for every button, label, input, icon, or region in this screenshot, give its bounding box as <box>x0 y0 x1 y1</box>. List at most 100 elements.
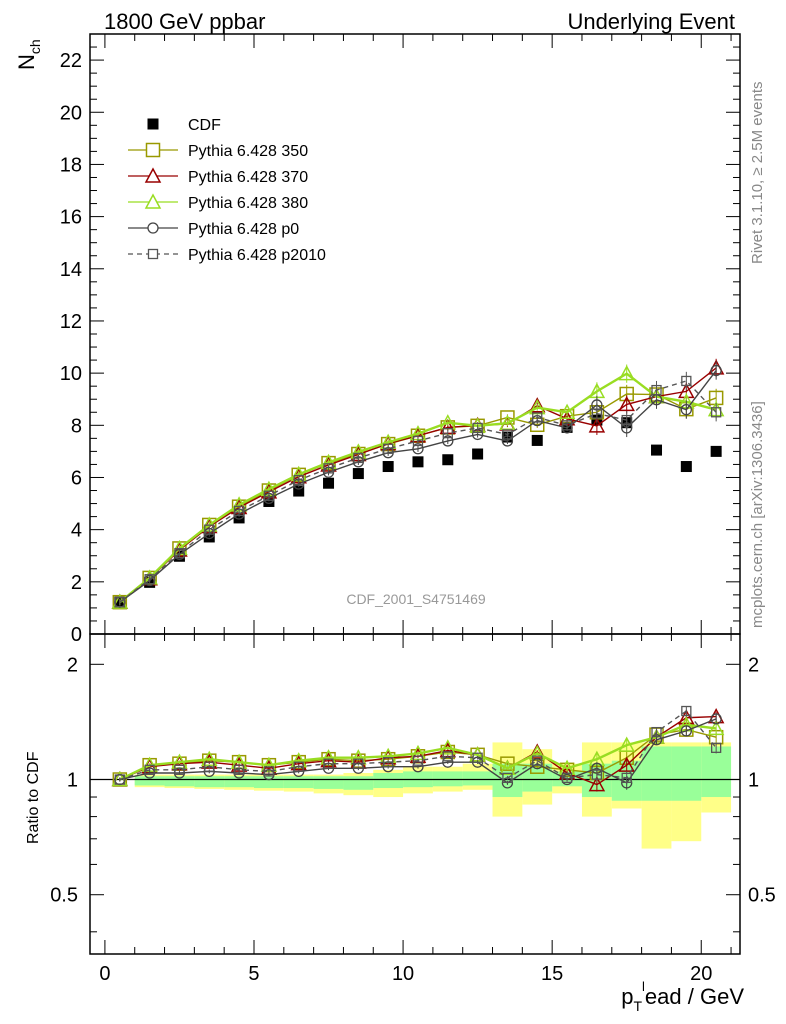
main-point-cdf-14 <box>531 434 543 446</box>
header-right: Underlying Event <box>567 9 735 34</box>
band-inner-1 <box>134 776 165 786</box>
main-point-cdf-18 <box>651 444 663 456</box>
legend-item-pythia-6-428-p0: Pythia 6.428 p0 <box>128 221 299 238</box>
ratio-point-pythia-6-428-p2010-1 <box>144 764 155 775</box>
legend-label-pythia-6-428-350: Pythia 6.428 350 <box>188 143 308 160</box>
main-point-pythia-6-428-p2010-10 <box>412 435 424 447</box>
ratio-series-pythia-6-428-p2010 <box>114 705 722 785</box>
main-point-pythia-6-428-p2010-1 <box>144 574 155 585</box>
main-point-pythia-6-428-380-0 <box>111 593 129 609</box>
ratio-y-tick-label-left-2: 2 <box>67 654 78 676</box>
ratio-y-tick-label-right-2: 2 <box>748 654 759 676</box>
main-point-pythia-6-428-p2010-6 <box>293 474 304 486</box>
x-tick-label-20: 20 <box>690 963 712 985</box>
rivet-label: Rivet 3.1.10, ≥ 2.5M events <box>749 82 766 265</box>
ratio-point-pythia-6-428-380-11 <box>439 739 457 755</box>
legend-marker-pythia-6-428-380 <box>144 193 162 209</box>
ratio-point-pythia-6-428-p2010-16 <box>591 769 603 780</box>
ratio-point-pythia-6-428-p2010-12 <box>472 752 483 763</box>
band-inner-5 <box>253 776 284 789</box>
main-point-pythia-6-428-p2010-5 <box>263 490 275 501</box>
ratio-point-pythia-6-428-p2010-3 <box>204 761 215 772</box>
main-point-pythia-6-428-p2010-4 <box>233 505 245 517</box>
xlabel-main: p <box>621 984 633 1009</box>
legend-marker-pythia-6-428-p2010 <box>147 248 159 260</box>
ratio-point-pythia-6-428-p2010-17 <box>621 772 632 784</box>
ratio-point-pythia-6-428-p2010-5 <box>263 766 275 777</box>
legend-label-pythia-6-428-370: Pythia 6.428 370 <box>188 169 308 186</box>
main-point-pythia-6-428-p2010-3 <box>204 524 215 535</box>
main-point-cdf-20 <box>710 445 722 457</box>
main-y-tick-label-12: 12 <box>60 311 82 333</box>
main-point-pythia-6-428-p0-20 <box>710 364 722 377</box>
main-y-axis-label: Nch <box>14 39 43 70</box>
ratio-y-tick-label-left-0.5: 0.5 <box>50 885 78 907</box>
band-inner-8 <box>343 776 374 790</box>
x-tick-label-10: 10 <box>392 963 414 985</box>
main-point-pythia-6-428-380-13 <box>499 414 516 430</box>
main-point-pythia-6-428-p2010-15 <box>561 420 573 431</box>
ratio-point-pythia-6-428-p2010-13 <box>502 772 513 784</box>
main-point-pythia-6-428-p2010-20 <box>710 407 722 418</box>
xlabel-sup: l <box>642 979 645 994</box>
main-point-pythia-6-428-370-14 <box>528 397 546 413</box>
main-y-tick-label-14: 14 <box>60 259 82 281</box>
ratio-point-pythia-6-428-370-17 <box>618 756 635 772</box>
main-point-cdf-7 <box>323 477 335 489</box>
main-point-pythia-6-428-p0-19 <box>680 404 692 416</box>
ratio-point-pythia-6-428-p2010-18 <box>651 726 662 738</box>
legend-item-pythia-6-428-380: Pythia 6.428 380 <box>128 193 308 212</box>
band-inner-7 <box>313 776 344 789</box>
ratio-point-pythia-6-428-p2010-14 <box>532 755 543 766</box>
ratio-point-pythia-6-428-p2010-7 <box>323 758 334 769</box>
ratio-y-tick-label-right-1: 1 <box>748 770 759 792</box>
x-tick-label-5: 5 <box>248 963 259 985</box>
legend-label-pythia-6-428-p0: Pythia 6.428 p0 <box>188 221 299 238</box>
legend-item-pythia-6-428-p2010: Pythia 6.428 p2010 <box>128 247 326 264</box>
main-point-pythia-6-428-380-16 <box>588 382 606 399</box>
main-panel-series <box>111 358 725 610</box>
main-point-pythia-6-428-p2010-0 <box>114 597 125 608</box>
ratio-y-tick-label-left-1: 1 <box>67 770 78 792</box>
main-point-pythia-6-428-p2010-17 <box>621 414 632 426</box>
main-point-cdf-11 <box>442 454 454 466</box>
ratio-point-pythia-6-428-p2010-2 <box>174 764 185 775</box>
main-point-pythia-6-428-p2010-18 <box>651 384 662 396</box>
xlabel-sub: T <box>633 998 642 1014</box>
band-inner-18 <box>641 746 672 801</box>
main-point-cdf-12 <box>472 448 484 460</box>
legend-marker-cdf <box>147 118 159 130</box>
x-tick-label-15: 15 <box>541 963 563 985</box>
ratio-point-pythia-6-428-p2010-10 <box>412 755 424 766</box>
xlabel-rest: ead / GeV <box>645 984 744 1009</box>
ratio-point-pythia-6-428-p2010-0 <box>114 774 125 785</box>
main-point-cdf-4 <box>233 512 245 524</box>
main-y-tick-label-20: 20 <box>60 102 82 124</box>
legend-marker-pythia-6-428-370 <box>144 167 162 183</box>
main-y-tick-label-16: 16 <box>60 207 82 229</box>
main-y-tick-label-4: 4 <box>71 520 82 542</box>
main-point-cdf-19 <box>680 461 692 473</box>
ratio-point-pythia-6-428-p2010-15 <box>561 772 573 784</box>
band-inner-2 <box>164 776 195 787</box>
legend-marker-pythia-6-428-p0 <box>147 222 159 234</box>
band-inner-6 <box>283 776 314 789</box>
legend-label-pythia-6-428-380: Pythia 6.428 380 <box>188 195 308 212</box>
main-point-pythia-6-428-p2010-13 <box>502 429 513 440</box>
ratio-panel-frame <box>89 633 741 955</box>
main-y-tick-label-18: 18 <box>60 154 82 176</box>
band-inner-9 <box>373 772 404 789</box>
mcplots-label: mcplots.cern.ch [arXiv:1306.3436] <box>749 401 766 628</box>
legend-label-cdf: CDF <box>188 117 221 134</box>
main-point-cdf-9 <box>382 461 394 473</box>
ratio-point-pythia-6-428-p2010-9 <box>383 757 394 768</box>
main-point-pythia-6-428-p2010-14 <box>532 412 543 423</box>
header-left: 1800 GeV ppbar <box>104 9 265 34</box>
ratio-point-pythia-6-428-370-16 <box>588 775 606 792</box>
ylabel-sub: ch <box>27 39 43 54</box>
band-inner-19 <box>671 746 702 801</box>
ratio-point-pythia-6-428-p2010-6 <box>293 761 304 772</box>
main-point-pythia-6-428-p2010-16 <box>591 408 603 419</box>
ratio-point-pythia-6-428-p0-19 <box>680 725 692 737</box>
